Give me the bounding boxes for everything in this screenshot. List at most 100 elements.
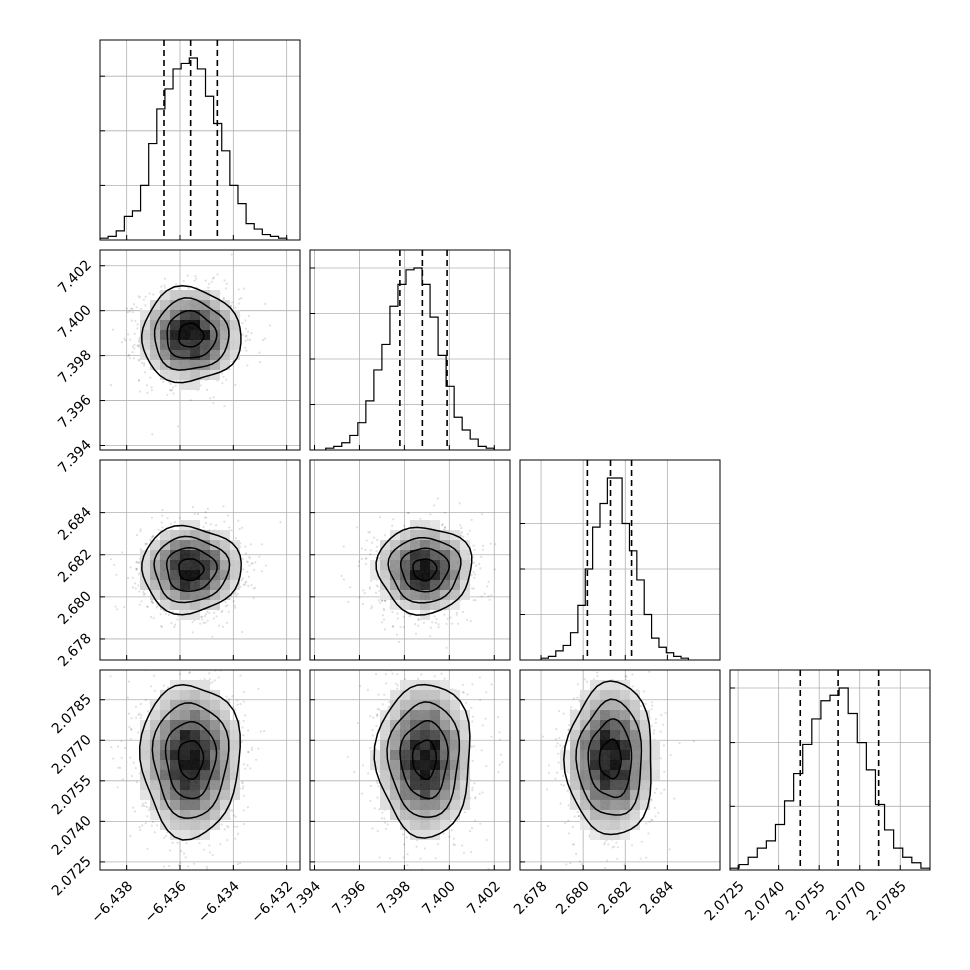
scatter-point — [222, 375, 225, 378]
scatter-point — [371, 541, 374, 544]
scatter-point — [250, 748, 253, 752]
scatter-point — [240, 579, 243, 582]
density-cell — [230, 560, 240, 570]
scatter-point — [204, 510, 207, 514]
scatter-point — [134, 582, 137, 585]
scatter-point — [165, 834, 168, 838]
scatter-point — [132, 303, 136, 306]
density-cell — [140, 320, 150, 330]
scatter-point — [480, 555, 483, 559]
density-cell — [410, 580, 420, 590]
scatter-point — [206, 507, 209, 510]
density-cell — [160, 330, 170, 340]
density-cell — [200, 320, 210, 330]
scatter-point — [133, 810, 137, 813]
density-cell — [400, 530, 410, 540]
scatter-point — [472, 599, 475, 602]
density-cell — [170, 320, 180, 330]
scatter-point — [378, 557, 381, 560]
scatter-point — [248, 555, 251, 558]
density-cell — [180, 590, 190, 600]
scatter-point — [131, 345, 134, 348]
scatter-point — [208, 611, 211, 615]
scatter-point — [145, 384, 148, 387]
scatter-point — [137, 573, 140, 576]
scatter-point — [459, 534, 462, 537]
scatter-point — [229, 872, 231, 874]
scatter-point — [215, 524, 218, 527]
scatter-point — [226, 514, 230, 517]
scatter-point — [471, 587, 474, 590]
density-cell — [190, 570, 200, 580]
scatter-point — [201, 615, 204, 619]
scatter-point — [402, 615, 405, 619]
scatter-point — [155, 538, 159, 541]
scatter-point — [443, 613, 446, 616]
density-cell — [450, 580, 460, 590]
density-cell — [200, 360, 210, 370]
density-cell — [190, 370, 200, 380]
scatter-point — [457, 622, 460, 625]
scatter-point — [470, 518, 473, 522]
density-cell — [190, 590, 200, 600]
density-cell — [180, 300, 190, 310]
scatter-point — [264, 302, 267, 305]
scatter-point — [246, 570, 249, 574]
scatter-point — [179, 861, 182, 865]
density-cell — [210, 370, 220, 380]
histogram-1 — [325, 267, 495, 450]
scatter-point — [143, 371, 147, 374]
density-cell — [190, 600, 200, 610]
scatter-point — [473, 573, 477, 576]
axes-frame — [519, 459, 721, 661]
density-cell — [400, 570, 410, 580]
scatter-point — [249, 543, 253, 546]
scatter-point — [131, 351, 134, 354]
scatter-point — [136, 323, 139, 326]
density-cell — [230, 320, 240, 330]
scatter-point — [429, 513, 432, 516]
density-cell — [410, 530, 420, 540]
density-cell — [220, 340, 230, 350]
axes-frame — [309, 459, 511, 661]
density-cell — [380, 590, 390, 600]
scatter-point — [140, 361, 144, 364]
scatter-point — [124, 339, 127, 342]
scatter-point — [213, 611, 216, 614]
contour-2 — [387, 536, 462, 604]
scatter-point — [368, 531, 371, 534]
scatter-point — [135, 561, 138, 564]
density-cell — [390, 570, 400, 580]
density-cell — [180, 520, 190, 530]
scatter-point — [242, 583, 245, 586]
contour-1 — [400, 547, 451, 593]
scatter-point — [144, 304, 147, 307]
scatter-point — [126, 311, 129, 314]
scatter-point — [364, 548, 367, 551]
density-cell — [200, 370, 210, 380]
scatter-point — [177, 614, 180, 617]
scatter-point — [163, 284, 166, 287]
scatter-point — [392, 518, 395, 521]
scatter-point — [252, 597, 255, 600]
axes-frame — [99, 249, 301, 451]
density-cell — [400, 590, 410, 600]
scatter-point — [229, 304, 233, 307]
density-cell — [200, 560, 210, 570]
scatter-point — [226, 604, 229, 607]
scatter-point — [211, 681, 214, 684]
density-cell — [460, 570, 470, 580]
scatter-point — [150, 685, 153, 688]
scatter-point — [216, 273, 219, 276]
scatter-point — [244, 552, 248, 555]
scatter-point — [247, 584, 250, 588]
scatter-point — [202, 621, 205, 624]
scatter-point — [472, 544, 475, 547]
scatter-point — [229, 305, 233, 308]
density-cell — [170, 370, 180, 380]
scatter-point — [375, 584, 378, 587]
density-cell — [190, 290, 200, 300]
scatter-point — [443, 511, 447, 514]
density-cell — [160, 570, 170, 580]
density-cell — [170, 590, 180, 600]
